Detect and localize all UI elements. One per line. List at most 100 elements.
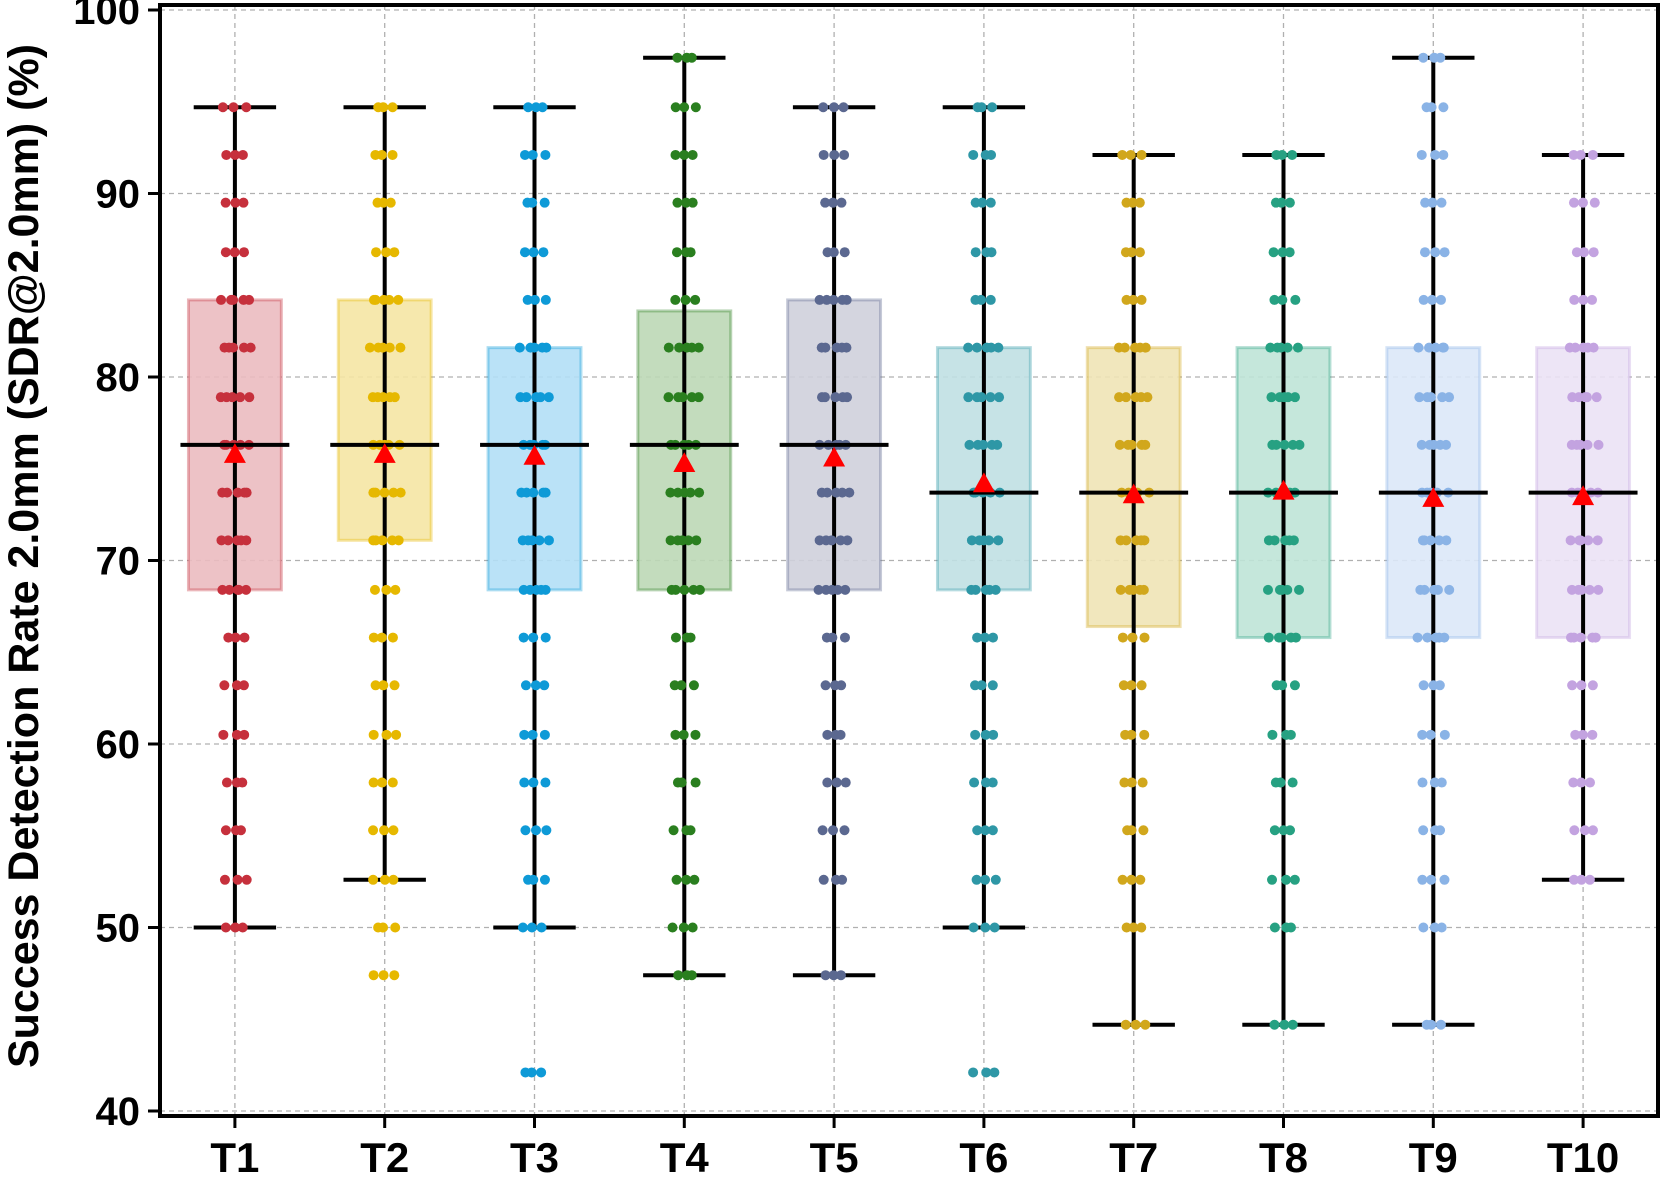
- point-T2: [381, 729, 392, 740]
- point-T6: [986, 149, 997, 160]
- point-T3: [520, 680, 531, 691]
- point-T10: [1587, 729, 1598, 740]
- point-T1: [229, 247, 240, 258]
- point-T3: [514, 342, 525, 353]
- point-T2: [369, 584, 380, 595]
- point-T8: [1294, 439, 1305, 450]
- y-tick-label: 50: [96, 907, 141, 951]
- point-T3: [527, 149, 538, 160]
- point-T10: [1575, 439, 1586, 450]
- point-T9: [1427, 197, 1438, 208]
- point-T3: [527, 535, 538, 546]
- point-T10: [1569, 825, 1580, 836]
- mean-marker-T5: [823, 446, 846, 467]
- point-T5: [827, 632, 838, 643]
- point-T5: [830, 392, 841, 403]
- point-T7: [1114, 392, 1125, 403]
- point-T4: [681, 874, 692, 885]
- point-T3: [543, 392, 554, 403]
- point-T3: [529, 342, 540, 353]
- point-T1: [233, 584, 244, 595]
- point-T10: [1582, 439, 1593, 450]
- point-T9: [1434, 680, 1445, 691]
- point-T1: [230, 922, 241, 933]
- point-T3: [541, 825, 552, 836]
- point-T9: [1417, 874, 1428, 885]
- point-T4: [670, 294, 681, 305]
- point-T5: [835, 729, 846, 740]
- point-T4: [663, 342, 674, 353]
- point-T4: [687, 197, 698, 208]
- point-T3: [539, 680, 550, 691]
- point-T2: [364, 342, 375, 353]
- point-T10: [1587, 680, 1598, 691]
- point-T10: [1579, 247, 1590, 258]
- point-T4: [674, 342, 685, 353]
- point-T6: [976, 294, 987, 305]
- point-T4: [685, 487, 696, 498]
- point-T6: [986, 247, 997, 258]
- point-T4: [686, 342, 697, 353]
- point-T10: [1579, 825, 1590, 836]
- plot-frame: [158, 3, 1660, 1118]
- point-T4: [672, 52, 683, 63]
- point-T7: [1128, 294, 1139, 305]
- point-T1: [230, 149, 241, 160]
- point-T9: [1425, 535, 1436, 546]
- point-T5: [813, 584, 824, 595]
- point-T2: [395, 342, 406, 353]
- point-T10: [1575, 149, 1586, 160]
- point-T10: [1570, 729, 1581, 740]
- point-T1: [222, 487, 233, 498]
- point-T6: [989, 922, 1000, 933]
- point-T8: [1269, 294, 1280, 305]
- point-T5: [836, 197, 847, 208]
- point-T8: [1277, 247, 1288, 258]
- point-T7: [1127, 632, 1138, 643]
- point-T1: [223, 535, 234, 546]
- point-T2: [377, 535, 388, 546]
- point-T2: [379, 874, 390, 885]
- point-T5: [828, 825, 839, 836]
- point-T5: [835, 970, 846, 981]
- point-T9: [1427, 294, 1438, 305]
- point-T9: [1437, 392, 1448, 403]
- x-tick-label: T6: [959, 1134, 1008, 1181]
- point-T1: [235, 392, 246, 403]
- point-T9: [1441, 535, 1452, 546]
- point-T1: [231, 729, 242, 740]
- point-T3: [518, 632, 529, 643]
- mean-marker-T9: [1422, 487, 1445, 507]
- point-T4: [678, 729, 689, 740]
- point-T2: [387, 149, 398, 160]
- point-T10: [1587, 294, 1598, 305]
- point-T10: [1575, 632, 1586, 643]
- point-T4: [673, 970, 684, 981]
- point-T1: [241, 584, 252, 595]
- point-T3: [520, 149, 531, 160]
- point-T5: [839, 632, 850, 643]
- point-T8: [1285, 729, 1296, 740]
- point-T1: [224, 584, 235, 595]
- y-tick-label: 60: [96, 723, 141, 767]
- point-T2: [388, 874, 399, 885]
- point-T10: [1588, 342, 1599, 353]
- point-T4: [686, 970, 697, 981]
- point-T3: [519, 729, 530, 740]
- point-T10: [1581, 392, 1592, 403]
- point-T1: [216, 294, 227, 305]
- point-T8: [1288, 535, 1299, 546]
- point-T6: [990, 874, 1001, 885]
- point-T9: [1435, 52, 1446, 63]
- point-T6: [993, 342, 1004, 353]
- point-T4: [668, 825, 679, 836]
- point-T3: [528, 632, 539, 643]
- grid-lines: [160, 5, 1658, 1116]
- point-T6: [985, 197, 996, 208]
- point-T2: [384, 294, 395, 305]
- point-T2: [390, 584, 401, 595]
- point-T3: [528, 874, 539, 885]
- point-T2: [389, 247, 400, 258]
- point-T3: [529, 294, 540, 305]
